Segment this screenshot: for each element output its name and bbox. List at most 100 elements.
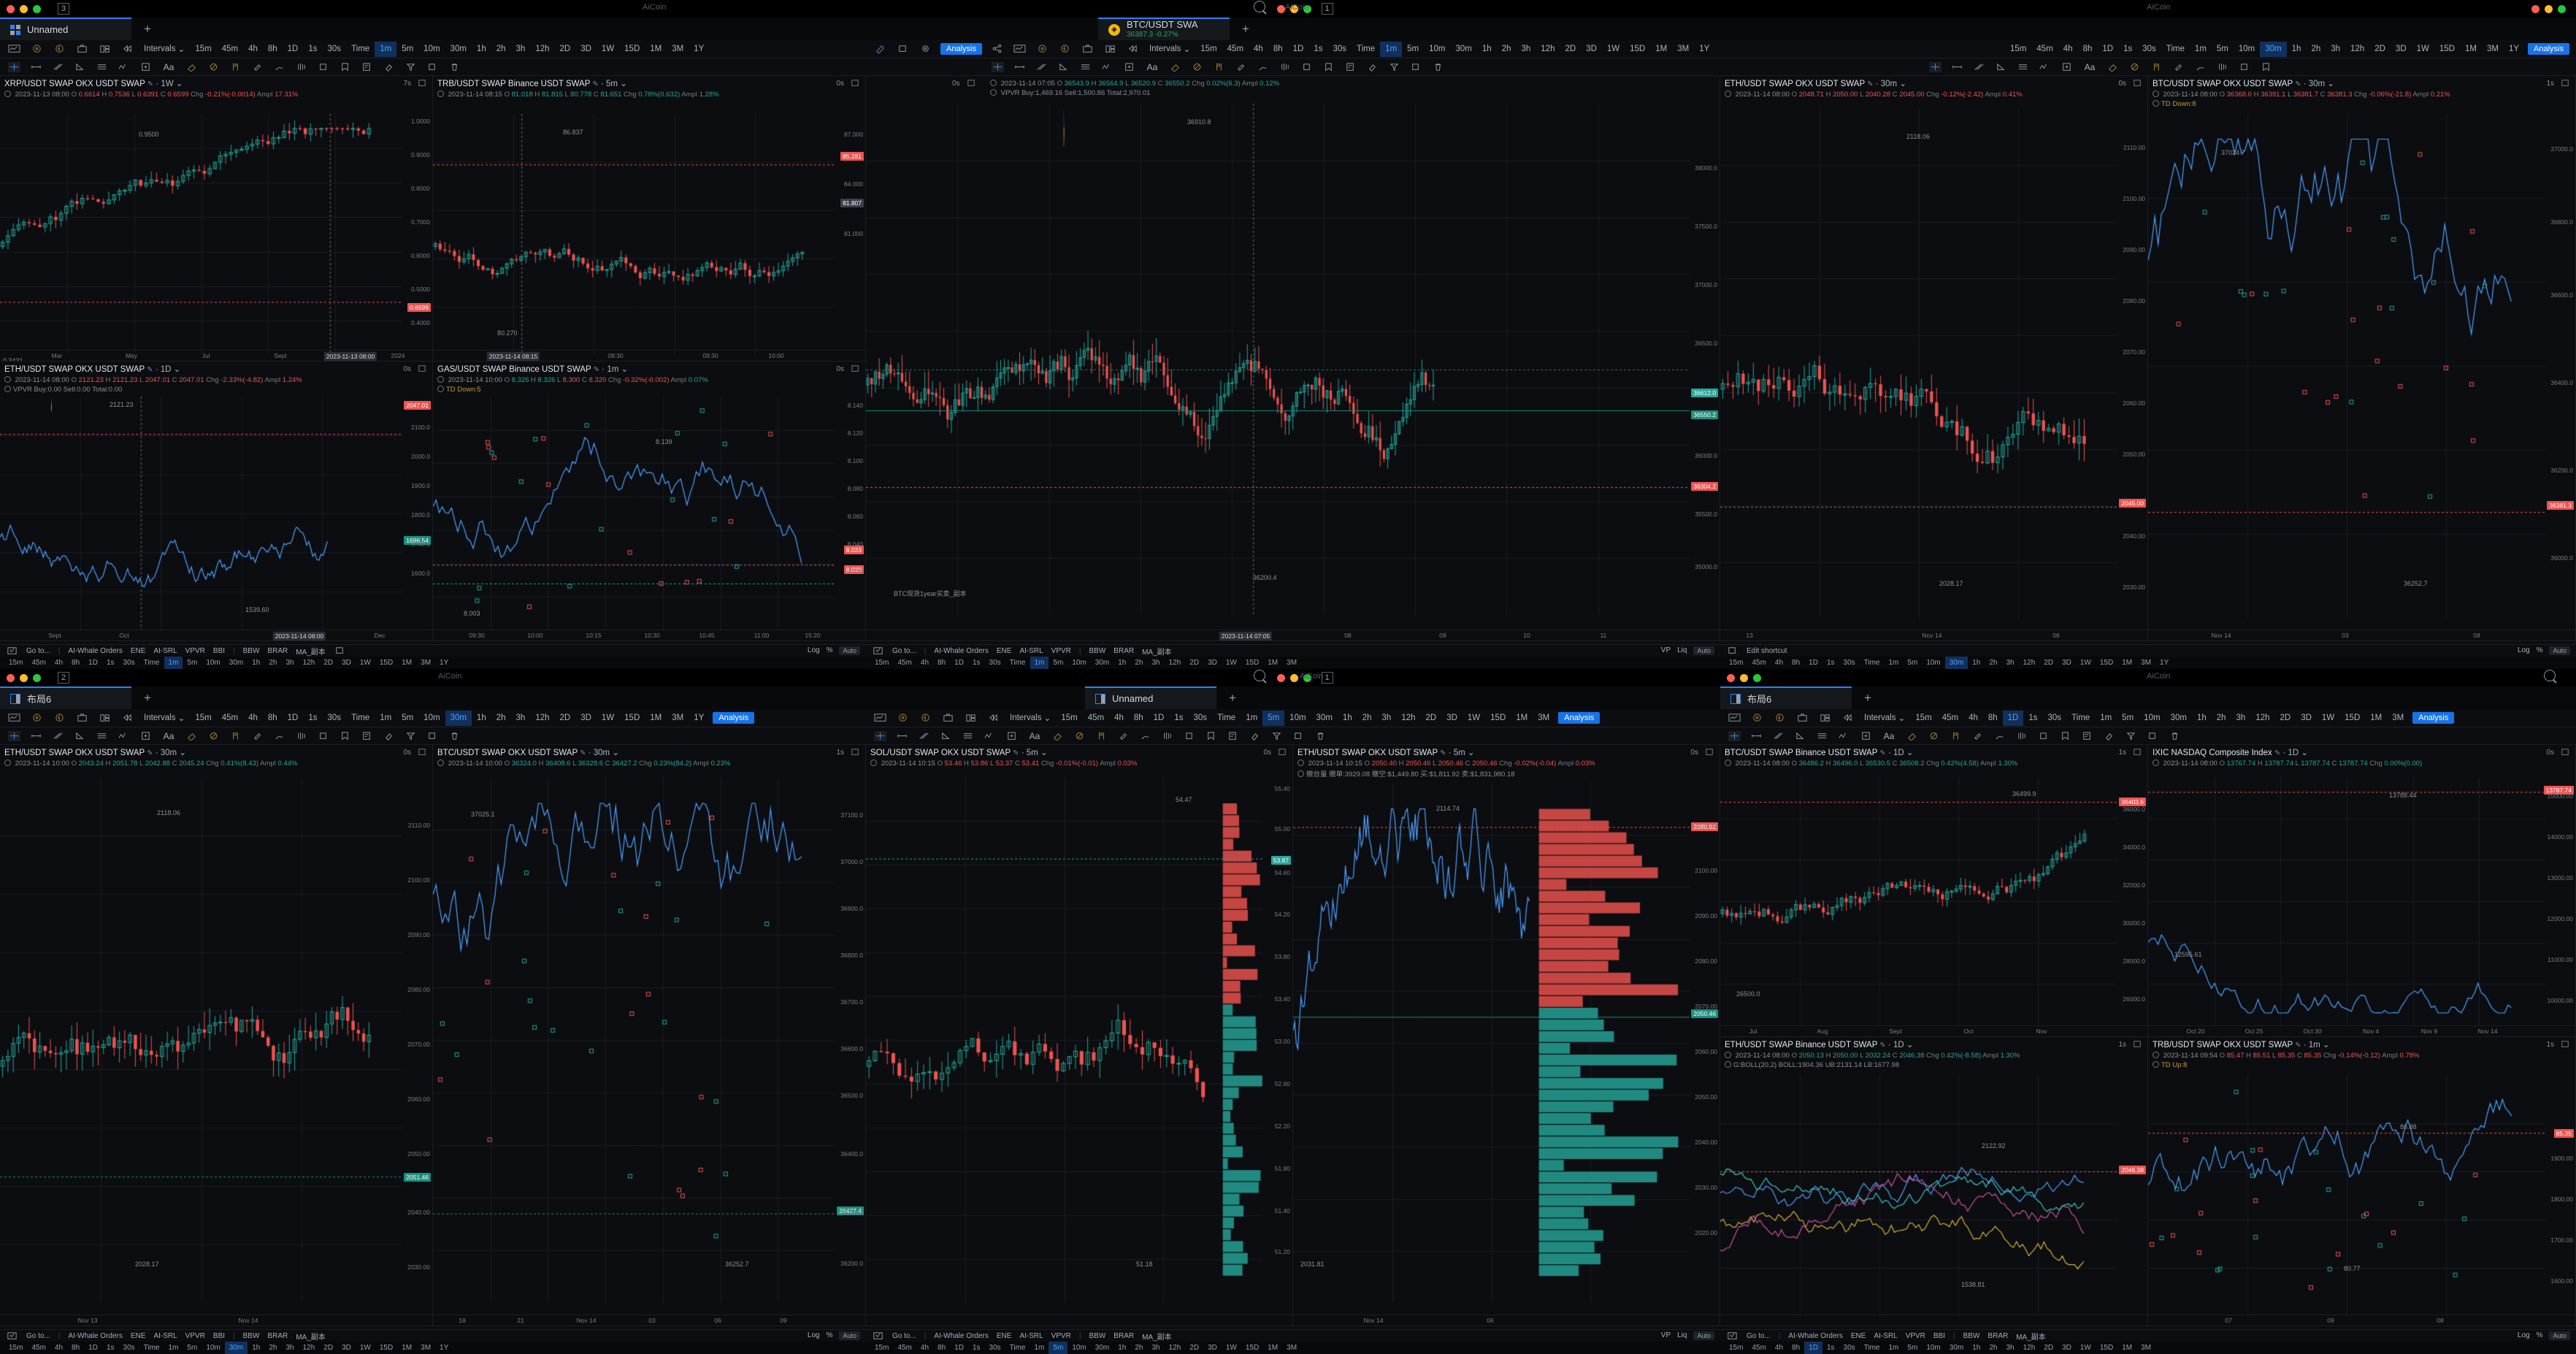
- edit-icon[interactable]: ✎: [2274, 749, 2281, 757]
- lightning-badge-icon[interactable]: [48, 711, 71, 726]
- fib-retracement-icon[interactable]: [1816, 731, 1828, 741]
- x-axis[interactable]: Nov 13 Nov 14: [0, 1315, 432, 1326]
- chart-panel-eth-vp[interactable]: ETH/USDT SWAP OKX USDT SWAP ✎ · 1D ⌄ 202…: [0, 362, 433, 641]
- triangle-icon[interactable]: [1794, 731, 1806, 741]
- bf-3M[interactable]: 3M: [1287, 1344, 1297, 1352]
- log-scale-toggle[interactable]: Log: [2517, 646, 2530, 654]
- add-shape-icon[interactable]: [1860, 731, 1872, 741]
- duplicate-icon[interactable]: [426, 731, 439, 741]
- eraser-gold-icon[interactable]: [1169, 62, 1181, 72]
- bf-3M[interactable]: 3M: [1287, 659, 1297, 667]
- paint-icon[interactable]: [383, 62, 395, 72]
- indicator-ai-whale-orders[interactable]: AI-Whale Orders: [68, 646, 123, 655]
- indicator-bbi[interactable]: BBI: [1933, 1331, 1946, 1340]
- window-controls[interactable]: [1276, 4, 1311, 13]
- collapse-icon[interactable]: [990, 89, 997, 96]
- window-footer[interactable]: Go to... | AI-Whale Orders ENE AI-SRL VP…: [1720, 1329, 2576, 1342]
- eraser-gold-icon[interactable]: [185, 62, 198, 72]
- bf-1M[interactable]: 1M: [2122, 659, 2133, 667]
- indicator-bbi[interactable]: BBI: [212, 1331, 226, 1340]
- interval-15D[interactable]: 15D: [624, 714, 640, 722]
- maximize-icon[interactable]: [2558, 4, 2566, 13]
- fib-retracement-icon[interactable]: [962, 731, 974, 741]
- expand-icon[interactable]: [2559, 78, 2572, 88]
- interval-1m[interactable]: 1m: [2100, 714, 2112, 722]
- eraser-gold-icon[interactable]: [2107, 62, 2119, 72]
- chart-type-icon[interactable]: [869, 711, 892, 726]
- edit-icon[interactable]: ✎: [1879, 749, 1886, 757]
- window-controls[interactable]: [7, 4, 41, 13]
- intervals-dropdown[interactable]: Intervals ⌄: [1010, 714, 1051, 723]
- minimize-icon[interactable]: [2545, 4, 2553, 13]
- drawing-toolbar[interactable]: Aa: [1720, 58, 2576, 76]
- bf-3D[interactable]: 3D: [1208, 1344, 1217, 1352]
- bf-1M[interactable]: 1M: [1268, 1344, 1279, 1352]
- bf-30s[interactable]: 30s: [989, 1344, 1001, 1352]
- interval-3D[interactable]: 3D: [580, 45, 591, 53]
- bf-12h[interactable]: 12h: [2023, 659, 2036, 667]
- interval-2D[interactable]: 2D: [2280, 714, 2291, 722]
- y-axis[interactable]: 1.0000 0.9000 0.8000 0.7000 0.6000 0.500…: [411, 118, 430, 326]
- filter-icon[interactable]: [405, 62, 417, 72]
- pen-icon[interactable]: [869, 42, 892, 57]
- interval-1h[interactable]: 1h: [476, 45, 486, 53]
- window-controls[interactable]: [1276, 673, 1311, 682]
- interval-1D[interactable]: 1D: [1292, 45, 1304, 53]
- interval-1s[interactable]: 1s: [308, 45, 318, 53]
- interval-4h[interactable]: 4h: [2063, 45, 2073, 53]
- toolbar[interactable]: Intervals ⌄ 15m 45m 4h 8h 1D 1s 30s Time…: [866, 709, 1720, 727]
- bf-1W[interactable]: 1W: [1225, 659, 1237, 667]
- x-axis[interactable]: Nov 14 06: [1293, 1315, 1720, 1326]
- candles-pattern-icon[interactable]: [2015, 731, 2028, 741]
- fib-retracement-icon[interactable]: [96, 62, 108, 72]
- drawing-toolbar[interactable]: Aa: [866, 58, 1720, 76]
- interval-time[interactable]: Time: [351, 714, 370, 722]
- bf-3h[interactable]: 3h: [285, 659, 294, 667]
- crosshair-icon[interactable]: [1728, 730, 1741, 741]
- bf-15m[interactable]: 15m: [1729, 659, 1744, 667]
- indicator-bbi[interactable]: BBI: [212, 646, 226, 655]
- auto-scale-button[interactable]: Auto: [839, 1331, 860, 1340]
- bf-time[interactable]: Time: [1863, 1344, 1880, 1352]
- indicator-vpvr[interactable]: VPVR: [1051, 1331, 1071, 1340]
- indicator-brar[interactable]: BRAR: [267, 646, 288, 655]
- bookmark-icon[interactable]: [1322, 62, 1335, 72]
- indicator-ma-copy[interactable]: MA_副本: [2016, 1333, 2046, 1342]
- close-icon[interactable]: [2531, 4, 2539, 13]
- interval-15D[interactable]: 15D: [624, 45, 640, 53]
- brush-icon[interactable]: [273, 731, 285, 741]
- interval-1W[interactable]: 1W: [601, 45, 615, 53]
- bf-12h[interactable]: 12h: [1168, 659, 1181, 667]
- layout-columns-icon[interactable]: [93, 711, 116, 726]
- bf-3D[interactable]: 3D: [342, 659, 351, 667]
- brush-icon[interactable]: [1993, 731, 2006, 741]
- triangle-icon[interactable]: [1995, 62, 2007, 72]
- liq-toggle[interactable]: Liq: [1677, 1331, 1687, 1339]
- bf-45m[interactable]: 45m: [31, 1344, 46, 1352]
- trash-icon[interactable]: [448, 62, 461, 72]
- bf-1s[interactable]: 1s: [106, 659, 115, 667]
- tabbar[interactable]: 布局6 +: [0, 686, 866, 709]
- rewind-icon[interactable]: [982, 711, 1005, 726]
- interval-12h[interactable]: 12h: [2255, 714, 2270, 722]
- add-shape-icon[interactable]: [1123, 62, 1135, 72]
- chart-panel-eth-boll[interactable]: ETH/USDT SWAP Binance USDT SWAP ✎ · 1D ⌄…: [1720, 1037, 2148, 1326]
- expand-icon[interactable]: [849, 747, 862, 757]
- bf-12h[interactable]: 12h: [2023, 1344, 2036, 1352]
- magnet-icon[interactable]: [207, 731, 220, 741]
- x-axis[interactable]: 09:30 10:00 10:15 10:30 10:45 11:00 15:2…: [433, 630, 865, 640]
- layout-columns-icon[interactable]: [1814, 711, 1836, 726]
- bf-3M[interactable]: 3M: [2141, 1344, 2152, 1352]
- flag-measure-icon[interactable]: [1213, 62, 1225, 72]
- calendar-icon[interactable]: [1726, 1331, 1739, 1341]
- toolbar[interactable]: 15m 45m 4h 8h 1D 1s 30s Time 1m 5m 10m 3…: [1720, 40, 2576, 58]
- interval-15m[interactable]: 15m: [1200, 45, 1217, 53]
- interval-3h[interactable]: 3h: [515, 714, 526, 722]
- interval-4h[interactable]: 4h: [1254, 45, 1263, 53]
- trash-icon[interactable]: [1314, 731, 1327, 741]
- bf-45m[interactable]: 45m: [31, 659, 46, 667]
- chart-panel-sol[interactable]: SOL/USDT SWAP OKX USDT SWAP ✎ · 5m ⌄ 202…: [866, 745, 1293, 1326]
- notes-icon[interactable]: [361, 62, 373, 72]
- parallel-channel-icon[interactable]: [1973, 62, 1985, 72]
- interval-1Y[interactable]: 1Y: [694, 45, 705, 53]
